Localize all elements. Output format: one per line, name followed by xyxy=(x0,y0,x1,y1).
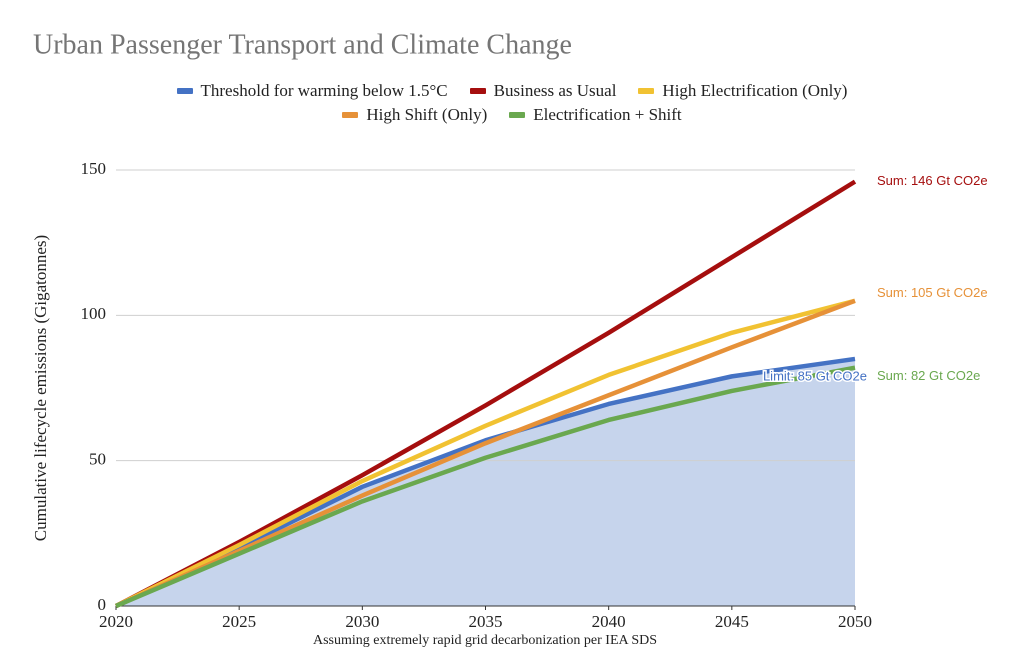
y-tick-label: 50 xyxy=(89,450,106,469)
legend-label: Electrification + Shift xyxy=(533,105,682,124)
line xyxy=(115,298,856,609)
legend-item: Threshold for warming below 1.5°C xyxy=(176,80,448,102)
x-tick-label: 2030 xyxy=(345,612,379,631)
legend-item: High Electrification (Only) xyxy=(638,80,847,102)
legend-swatch xyxy=(342,112,359,118)
line xyxy=(114,179,857,608)
legend-swatch xyxy=(509,112,526,118)
legend: Threshold for warming below 1.5°C Busines… xyxy=(100,80,924,126)
legend-swatch xyxy=(176,88,193,94)
x-axis-label: Assuming extremely rapid grid decarboniz… xyxy=(313,633,657,648)
series-label: Sum: 105 Gt CO2e xyxy=(877,285,988,300)
legend-item: Business as Usual xyxy=(469,80,617,102)
y-tick-label: 150 xyxy=(81,159,107,178)
x-tick-label: 2045 xyxy=(715,612,749,631)
x-tick-label: 2035 xyxy=(469,612,503,631)
legend-label: Business as Usual xyxy=(493,81,617,100)
x-tick-label: 2020 xyxy=(99,612,133,631)
y-axis-label: Cumulative lifecycle emissions (Gigatonn… xyxy=(31,235,50,541)
legend-swatch xyxy=(469,88,486,94)
area xyxy=(116,358,855,606)
x-tick-label: 2050 xyxy=(838,612,872,631)
x-tick-label: 2040 xyxy=(592,612,626,631)
legend-label: High Electrification (Only) xyxy=(662,81,848,100)
series-label: Sum: 82 Gt CO2e xyxy=(877,368,980,383)
line xyxy=(115,356,856,609)
line xyxy=(115,298,856,609)
legend-label: High Shift (Only) xyxy=(366,105,488,124)
legend-item: High Shift (Only) xyxy=(342,104,487,126)
y-tick-label: 100 xyxy=(81,304,107,323)
line xyxy=(115,365,856,609)
chart-title: Urban Passenger Transport and Climate Ch… xyxy=(33,29,572,60)
series-label: Sum: 146 Gt CO2e xyxy=(877,173,988,188)
legend-label: Threshold for warming below 1.5°C xyxy=(200,81,448,100)
x-tick-label: 2025 xyxy=(222,612,256,631)
legend-item: Electrification + Shift xyxy=(509,104,682,126)
series-label: Limit: 85 Gt CO2e xyxy=(763,368,867,383)
legend-swatch xyxy=(638,88,655,94)
y-tick-label: 0 xyxy=(98,595,107,614)
series-label-halo: Limit: 85 Gt CO2e xyxy=(763,368,867,383)
